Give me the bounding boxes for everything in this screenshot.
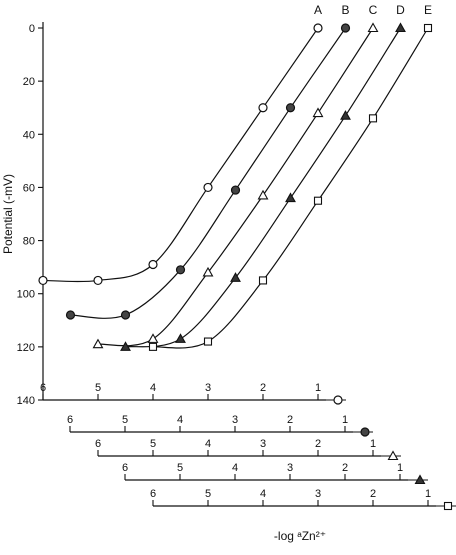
x-tick-label: 1 <box>342 414 348 426</box>
x-tick-label: 5 <box>150 438 156 450</box>
y-tick-label: 140 <box>17 395 35 407</box>
x-tick-label: 1 <box>370 438 376 450</box>
x-tick-label: 6 <box>40 382 46 394</box>
curve-A <box>42 27 319 283</box>
x-tick-label: 3 <box>205 382 211 394</box>
data-point-E <box>423 23 433 33</box>
data-point-D <box>120 341 131 351</box>
data-point-E <box>203 337 213 346</box>
y-tick-label: 100 <box>17 289 35 301</box>
data-point-C <box>257 189 269 200</box>
data-point-B <box>285 103 296 113</box>
y-tick-label: 0 <box>29 23 35 35</box>
x-tick-label: 4 <box>260 488 266 500</box>
x-tick-label: 3 <box>260 438 266 450</box>
markers-group <box>38 22 433 351</box>
x-tick-label: 4 <box>150 382 156 394</box>
data-point-E <box>313 196 323 205</box>
x-tick-label: 4 <box>205 438 211 450</box>
data-point-B <box>340 23 351 33</box>
x-axis-key-marker-D <box>414 474 426 485</box>
data-point-C <box>202 266 214 277</box>
data-point-D <box>340 110 351 120</box>
y-tick-label: 120 <box>17 342 35 354</box>
curve-D <box>125 27 402 348</box>
x-tick-label: 2 <box>315 438 321 450</box>
data-point-B <box>120 310 131 320</box>
data-point-A <box>258 103 268 113</box>
x-tick-label: 4 <box>177 414 183 426</box>
axes-group: 0 20 40 60 80 100 120 140 Potential (-mV) 6 5 4 3 2 1 6… <box>1 22 456 543</box>
y-tick-label: 20 <box>23 76 35 88</box>
data-point-A <box>203 182 213 193</box>
data-point-E <box>258 276 268 285</box>
data-point-A <box>148 259 158 270</box>
x-tick-label: 6 <box>95 438 101 450</box>
x-axis-key-marker-E <box>443 501 453 511</box>
labels-group: A B C D E <box>314 3 432 17</box>
x-tick-label: 2 <box>342 462 348 474</box>
data-point-B <box>230 185 241 195</box>
x-axis-title: -log ᵃZn²⁺ <box>274 529 326 543</box>
x-tick-label: 5 <box>177 462 183 474</box>
data-point-A <box>93 275 103 286</box>
y-tick-label: 60 <box>23 182 35 194</box>
series-label-C: C <box>369 3 378 17</box>
data-point-E <box>148 342 158 351</box>
x-tick-label: 1 <box>425 488 431 500</box>
data-point-C <box>367 22 379 33</box>
data-point-D <box>175 333 186 343</box>
x-tick-label: 5 <box>122 414 128 426</box>
series-label-A: A <box>314 3 322 17</box>
x-tick-label: 2 <box>260 382 266 394</box>
x-tick-label: 6 <box>150 488 156 500</box>
series-label-E: E <box>424 3 432 17</box>
data-point-A <box>313 23 323 33</box>
data-point-D <box>230 272 241 282</box>
x-tick-label: 2 <box>287 414 293 426</box>
curve-E <box>152 27 429 349</box>
x-tick-label: 5 <box>205 488 211 500</box>
x-tick-label: 6 <box>122 462 128 474</box>
y-tick-label: 40 <box>23 129 35 141</box>
x-tick-label: 3 <box>232 414 238 426</box>
x-tick-label: 5 <box>95 382 101 394</box>
y-tick-label: 80 <box>23 236 35 248</box>
data-point-C <box>92 338 104 349</box>
x-tick-label: 4 <box>232 462 238 474</box>
data-point-B <box>65 310 76 320</box>
data-point-A <box>38 275 48 286</box>
x-tick-label: 6 <box>67 414 73 426</box>
x-tick-label: 1 <box>397 462 403 474</box>
data-point-D <box>285 192 296 203</box>
x-tick-label: 3 <box>315 488 321 500</box>
data-point-B <box>175 265 186 275</box>
x-tick-label: 1 <box>315 382 321 394</box>
series-label-D: D <box>396 3 405 17</box>
data-point-C <box>312 107 324 118</box>
x-tick-label: 3 <box>287 462 293 474</box>
data-point-E <box>368 114 378 123</box>
x-tick-label: 2 <box>370 488 376 500</box>
x-axis-key-marker-A <box>333 395 343 405</box>
series-label-B: B <box>341 3 349 17</box>
data-point-D <box>395 22 406 33</box>
x-axis-key-marker-C <box>387 450 399 461</box>
y-axis-title: Potential (-mV) <box>1 174 15 254</box>
x-axis-key-marker-B <box>360 427 370 437</box>
data-point-C <box>147 333 159 343</box>
